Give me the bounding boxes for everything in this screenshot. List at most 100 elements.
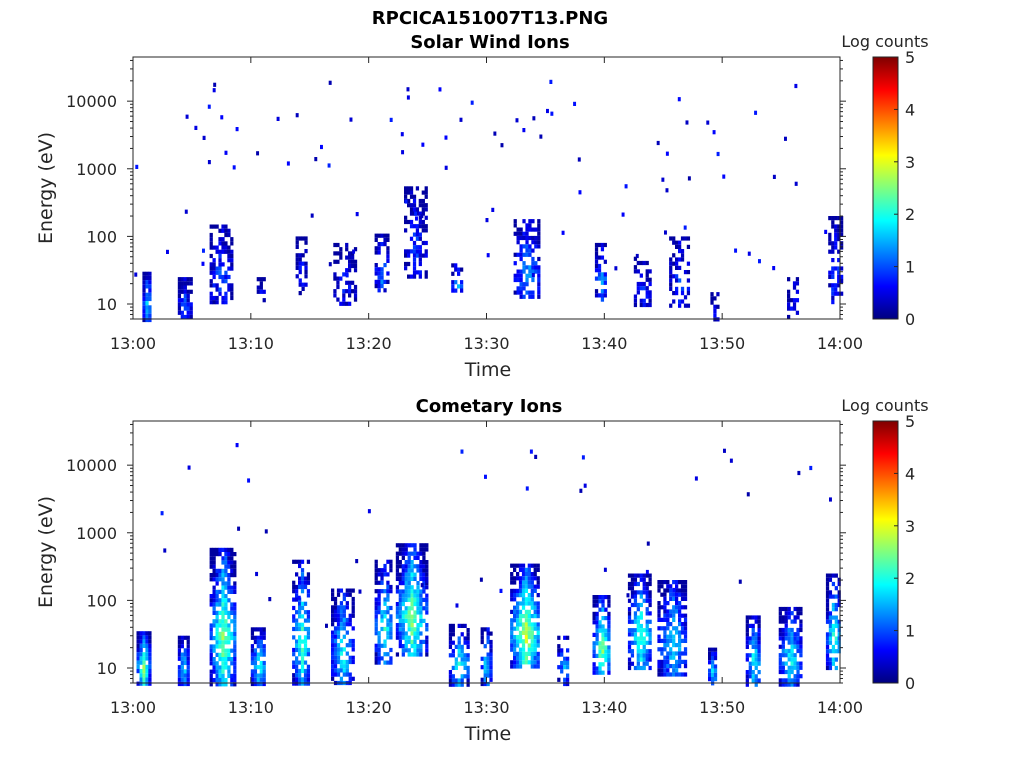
heatmap-cell: [416, 585, 420, 590]
panel-title-cometary: Cometary Ions: [416, 396, 563, 417]
heatmap-cell: [793, 661, 797, 666]
heatmap-cell: [419, 610, 423, 615]
heatmap-cell: [233, 652, 237, 657]
heatmap-cell: [510, 588, 514, 593]
heatmap-cell: [454, 657, 458, 662]
heatmap-cell: [333, 289, 337, 294]
heatmap-cell: [377, 656, 381, 661]
heatmap-cell: [534, 235, 538, 241]
heatmap-cell: [678, 643, 682, 648]
heatmap-cell: [537, 273, 541, 278]
heatmap-cell: [221, 657, 225, 662]
heatmap-cell: [751, 636, 755, 641]
heatmap-cell: [528, 248, 532, 253]
heatmap-cell: [292, 580, 296, 585]
heatmap-cell: [678, 609, 682, 614]
heatmap-cell: [424, 240, 428, 246]
heatmap-cell: [598, 628, 602, 633]
heatmap-cell: [448, 682, 453, 687]
heatmap-cell: [460, 644, 464, 649]
heatmap-cell: [790, 636, 794, 641]
colorbar-tick-label: 3: [905, 517, 915, 536]
heatmap-cell: [207, 160, 211, 165]
heatmap-cell: [419, 614, 423, 619]
heatmap-cell: [295, 610, 299, 615]
heatmap-cell: [793, 640, 797, 645]
heatmap-cell: [221, 228, 225, 233]
heatmap-cell: [142, 664, 146, 669]
heatmap-cell: [516, 635, 520, 640]
heatmap-cell: [186, 293, 190, 299]
heatmap-cell: [209, 631, 213, 636]
heatmap-cell: [521, 601, 526, 606]
heatmap-cell: [601, 616, 605, 621]
heatmap-cell: [224, 568, 228, 573]
heatmap-cell: [298, 257, 302, 262]
heatmap-cell: [796, 669, 800, 675]
heatmap-cell: [600, 242, 605, 248]
heatmap-cell: [336, 647, 341, 652]
heatmap-cell: [713, 313, 717, 318]
heatmap-cell: [799, 627, 803, 633]
heatmap-cell: [666, 643, 670, 648]
heatmap-cell: [422, 547, 426, 552]
heatmap-cell: [486, 681, 490, 687]
heatmap-cell: [669, 638, 673, 643]
heatmap-cell: [678, 613, 682, 618]
heatmap-cell: [227, 640, 231, 645]
heatmap-cell: [407, 648, 411, 653]
heatmap-cell: [666, 659, 670, 664]
heatmap-cell: [292, 589, 296, 594]
heatmap-cell: [642, 661, 646, 666]
heatmap-cell: [510, 576, 514, 581]
heatmap-cell: [522, 252, 526, 257]
heatmap-cell: [233, 610, 237, 615]
heatmap-cell: [212, 568, 216, 573]
heatmap-cell: [837, 249, 841, 254]
heatmap-cell: [680, 659, 685, 664]
heatmap-cell: [395, 602, 400, 607]
heatmap-cell: [398, 618, 402, 623]
heatmap-cell: [457, 653, 461, 658]
x-tick-label: 13:30: [463, 698, 509, 717]
heatmap-cell: [825, 632, 830, 637]
heatmap-cell: [527, 572, 531, 577]
heatmap-cell: [177, 298, 182, 303]
heatmap-cell: [510, 660, 514, 665]
heatmap-cell: [778, 657, 782, 662]
heatmap-cell: [300, 639, 305, 644]
heatmap-cell: [398, 606, 402, 611]
heatmap-cell: [342, 664, 346, 669]
heatmap-cell: [598, 649, 602, 654]
heatmap-cell: [410, 623, 414, 628]
heatmap-cell: [536, 639, 540, 644]
heatmap-cell: [825, 607, 830, 612]
heatmap-cell: [180, 644, 184, 649]
heatmap-cell: [645, 594, 649, 599]
heatmap-cell: [215, 669, 219, 674]
heatmap-cell: [665, 151, 669, 156]
heatmap-cell: [380, 267, 384, 272]
heatmap-cell: [657, 626, 661, 631]
heatmap-cell: [377, 275, 381, 280]
heatmap-cell: [413, 648, 417, 653]
heatmap-cell: [419, 602, 423, 607]
heatmap-cell: [398, 635, 402, 640]
heatmap-cell: [331, 596, 335, 602]
heatmap-cell: [597, 276, 602, 281]
heatmap-cell: [796, 682, 800, 687]
heatmap-cell: [227, 253, 231, 259]
heatmap-cell: [227, 556, 231, 561]
heatmap-cell: [180, 677, 184, 682]
heatmap-cell: [303, 643, 308, 648]
heatmap-cell: [425, 623, 429, 628]
heatmap-cell: [636, 607, 640, 612]
heatmap-cell: [422, 543, 426, 548]
heatmap-cell: [796, 674, 800, 679]
heatmap-cell: [831, 266, 835, 271]
heatmap-cell: [513, 252, 517, 257]
heatmap-cell: [136, 639, 140, 644]
heatmap-cell: [422, 589, 426, 594]
heatmap-cell: [630, 602, 635, 608]
heatmap-cell: [778, 644, 782, 649]
